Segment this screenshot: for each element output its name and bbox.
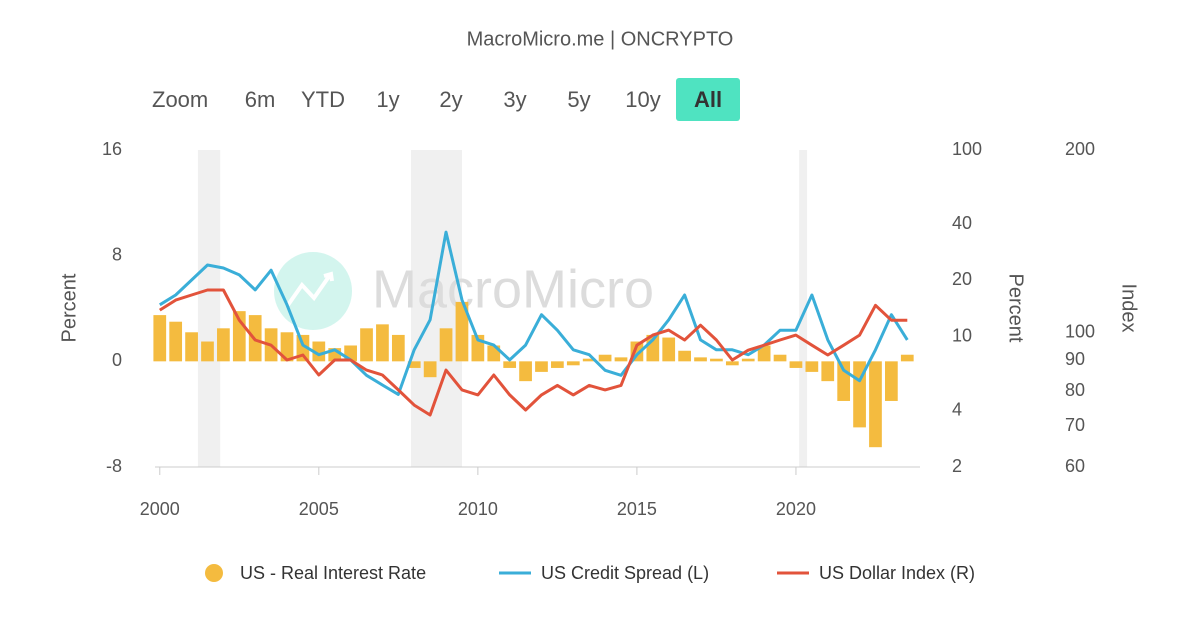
bar [407, 361, 421, 368]
recession-shade [197, 150, 221, 467]
bar [614, 357, 628, 362]
line [159, 288, 908, 417]
x-tick-label: 2015 [617, 499, 657, 519]
zoom-button[interactable]: 6m [245, 87, 276, 112]
y2-tick-label: 2 [952, 456, 962, 476]
zoom-label: Zoom [152, 87, 208, 112]
bar [535, 361, 548, 372]
zoom-button[interactable]: 10y [625, 87, 660, 112]
y2-axis-title: Percent [1005, 274, 1027, 343]
watermark: MacroMicro [372, 259, 654, 319]
bar [789, 361, 803, 368]
legend-label[interactable]: US - Real Interest Rate [240, 563, 426, 583]
bar [694, 357, 707, 362]
y-tick-label: 8 [112, 244, 122, 264]
x-tick-label: 2010 [458, 499, 498, 519]
zoom-bar: Zoom 6m YTD 1y 2y 3y 5y 10y All [152, 78, 740, 121]
y-tick-label: 0 [112, 350, 122, 370]
bar [757, 345, 771, 362]
bar [821, 361, 835, 382]
y-axis-title: Percent [58, 273, 80, 342]
y3-tick-label: 70 [1065, 415, 1085, 435]
bar [201, 341, 214, 362]
x-tick-label: 2020 [776, 499, 816, 519]
legend-marker[interactable] [205, 564, 223, 582]
bar [551, 361, 564, 368]
chart-title: MacroMicro.me | ONCRYPTO [467, 28, 734, 50]
bar [598, 354, 612, 362]
bar [725, 361, 739, 366]
bar [678, 350, 691, 362]
bar [710, 358, 723, 362]
bar [391, 334, 405, 362]
line [159, 230, 909, 396]
y3-axis-title: Index [1118, 284, 1140, 333]
bar [741, 358, 755, 362]
zoom-button[interactable]: All [694, 87, 722, 112]
x-tick-label: 2005 [299, 499, 339, 519]
bar [185, 332, 198, 362]
bar [280, 332, 294, 362]
bar [153, 315, 167, 362]
watermark-icon [286, 271, 334, 307]
bar [773, 354, 787, 362]
bar [312, 341, 326, 362]
bar [169, 321, 183, 362]
y2-tick-label: 4 [952, 400, 962, 420]
recession-shade [411, 150, 462, 467]
bar [423, 361, 437, 378]
x-tick-label: 2000 [140, 499, 180, 519]
y2-tick-label: 20 [952, 269, 972, 289]
bar [582, 358, 596, 362]
y3-tick-label: 100 [1065, 321, 1095, 341]
y3-tick-label: 60 [1065, 456, 1085, 476]
bar [217, 328, 230, 362]
bar [360, 328, 373, 362]
bar [376, 324, 389, 362]
bar [519, 361, 532, 382]
y2-tick-label: 40 [952, 213, 972, 233]
y2-tick-label: 10 [952, 325, 972, 345]
y3-tick-label: 90 [1065, 349, 1085, 369]
bar [885, 361, 898, 401]
zoom-active-bg [676, 78, 740, 121]
zoom-button[interactable]: 1y [376, 87, 399, 112]
watermark-logo [274, 252, 352, 330]
y-tick-label: -8 [106, 456, 122, 476]
y3-tick-label: 200 [1065, 139, 1095, 159]
zoom-button[interactable]: 3y [503, 87, 526, 112]
bar [503, 361, 517, 368]
bar [869, 361, 882, 448]
y-tick-label: 16 [102, 139, 122, 159]
bar [900, 354, 914, 362]
bar [566, 361, 580, 366]
y3-tick-label: 80 [1065, 380, 1085, 400]
bar [439, 328, 453, 362]
zoom-button[interactable]: YTD [301, 87, 345, 112]
legend-label[interactable]: US Credit Spread (L) [541, 563, 709, 583]
legend-label[interactable]: US Dollar Index (R) [819, 563, 975, 583]
y2-tick-label: 100 [952, 139, 982, 159]
bar [455, 301, 469, 362]
bar [662, 337, 676, 362]
recession-shade [799, 150, 808, 467]
bar [805, 361, 819, 372]
zoom-button[interactable]: 2y [439, 87, 462, 112]
zoom-button[interactable]: 5y [567, 87, 590, 112]
